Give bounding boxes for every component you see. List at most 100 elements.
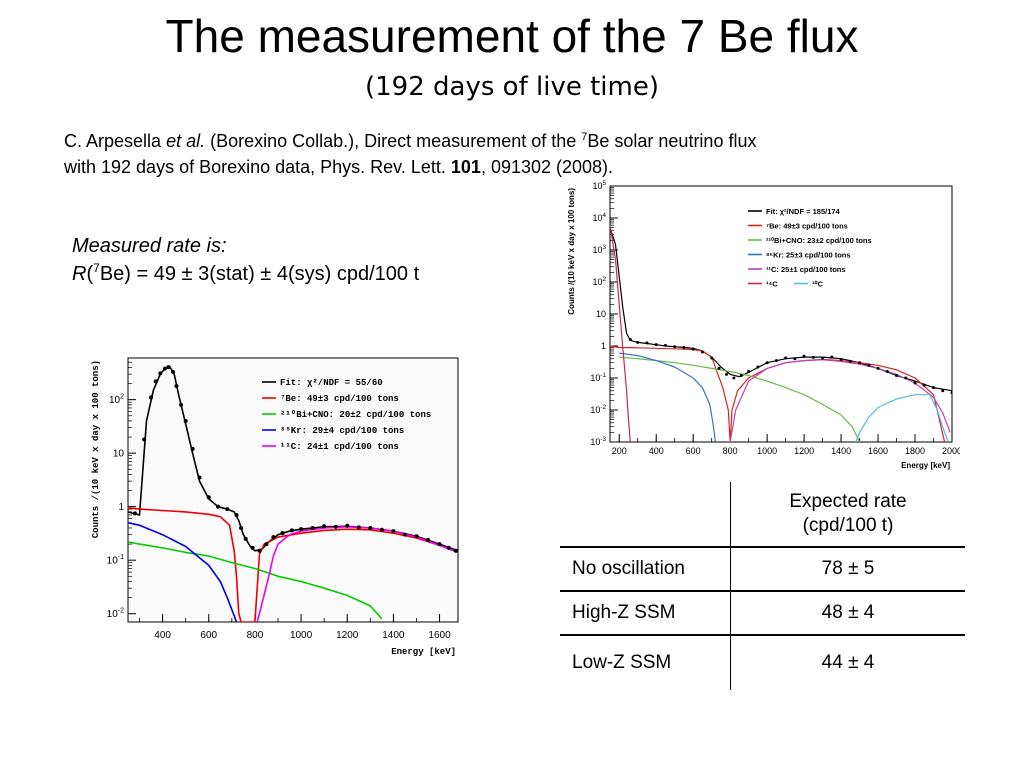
data-point [250, 545, 255, 550]
series-line [128, 541, 383, 620]
data-point [848, 359, 852, 363]
data-point [732, 376, 736, 380]
series-line [610, 345, 946, 442]
data-point [663, 343, 667, 347]
y-tick-exponent: 5 [602, 180, 606, 187]
data-point [257, 548, 262, 553]
legend-entry: ²¹⁰Bi+CNO: 23±2 cpd/100 tons [766, 236, 872, 245]
legend-entry: Fit: χ²/NDF = 185/174 [766, 207, 841, 216]
legend-entry: ⁷Be: 49±3 cpd/100 tons [280, 394, 399, 404]
legend-entry: ¹⁴C [766, 280, 778, 289]
data-point [225, 507, 230, 512]
table-header-empty [560, 482, 731, 547]
table-row-label: Low-Z SSM [572, 652, 672, 673]
reference-collab: (Borexino Collab.), Direct measurement o… [205, 131, 582, 151]
measured-rate: Measured rate is: R(7Be) = 49 ± 3(stat) … [72, 232, 419, 288]
x-tick-label: 2000 [942, 446, 960, 456]
measured-label: Measured rate is: [72, 235, 227, 257]
x-tick-label: 1200 [336, 630, 359, 641]
y-tick-label: 10-2 [107, 608, 124, 621]
reference-pages: , 091302 (2008). [480, 157, 614, 177]
reference-volume: 101 [450, 157, 481, 177]
x-tick-label: 1000 [290, 630, 313, 641]
y-tick-label: 10 [113, 449, 125, 460]
legend-entry: Fit: χ²/NDF = 55/60 [280, 378, 383, 388]
spectrum-plot-192days: 400 600 800 1000 1200 1400 1600 10-2 10-1 1 10 102 E… [91, 357, 459, 657]
y-axis-label: Counts /(10 keV x day x 100 tons) [567, 188, 576, 315]
data-point [239, 525, 244, 530]
data-point [904, 376, 908, 380]
data-point [774, 359, 778, 363]
spectrum-plot-full-range: 200 400 600 800 1000 1200 1400 1600 1800 200010-3… [567, 180, 960, 470]
y-tick-label: 104 [592, 212, 606, 223]
data-point [234, 512, 239, 517]
reference-citation: C. Arpesella et al. (Borexino Collab.), … [64, 128, 964, 180]
data-point [922, 383, 926, 387]
y-tick-exponent: 3 [602, 244, 606, 251]
data-point [747, 369, 751, 373]
data-point [280, 531, 285, 536]
data-point [717, 366, 721, 370]
x-tick-label: 400 [649, 446, 664, 456]
table-row-value: 48 ± 4 [730, 591, 965, 636]
reference-rest: Be solar neutrino flux [587, 131, 757, 151]
table-header-row: Expected rate (cpd/100 t) [560, 482, 965, 547]
x-tick-label: 600 [686, 446, 701, 456]
series-line [619, 356, 861, 442]
data-point [724, 372, 728, 376]
y-tick-exponent: 2 [120, 394, 124, 401]
data-point [153, 379, 158, 384]
data-point [636, 340, 640, 344]
x-axis-label: Energy [keV] [901, 461, 950, 470]
data-point [356, 525, 361, 530]
data-point [885, 369, 889, 373]
data-point [765, 361, 769, 365]
y-tick-label: 10-3 [590, 436, 606, 447]
y-tick-label: 105 [592, 180, 606, 191]
y-tick-label: 10-1 [107, 554, 124, 567]
data-point [682, 345, 686, 349]
data-point [867, 363, 871, 367]
slide-title: The measurement of the 7 Be flux [165, 10, 859, 62]
data-point [784, 356, 788, 360]
data-point [739, 373, 743, 377]
legend-entry: ²¹⁰Bi+CNO: 20±2 cpd/100 tons [280, 410, 431, 420]
data-point [368, 525, 373, 530]
series-line [855, 394, 949, 442]
table-row-value: 78 ± 5 [730, 546, 965, 592]
data-point [811, 355, 815, 359]
data-point [132, 511, 137, 516]
x-tick-label: 1600 [428, 630, 451, 641]
legend-entry: ¹¹C: 24±1 cpd/100 tons [280, 442, 399, 452]
data-point [802, 354, 806, 358]
data-point [830, 355, 834, 359]
x-tick-label: 1000 [757, 446, 777, 456]
data-point [379, 527, 384, 532]
y-tick-exponent: -2 [118, 608, 124, 615]
data-point [793, 357, 797, 361]
reference-etal: et al. [166, 131, 206, 151]
data-point [345, 523, 350, 528]
x-tick-label: 1400 [831, 446, 851, 456]
data-point [821, 356, 825, 360]
data-point [197, 475, 202, 480]
legend-entry: ⁸⁵Kr: 29±4 cpd/100 tons [280, 426, 404, 436]
data-point [858, 361, 862, 365]
table-row: No oscillation 78 ± 5 [560, 546, 965, 592]
table-row-value: 44 ± 4 [730, 635, 965, 690]
data-point [333, 524, 338, 529]
x-tick-label: 600 [200, 630, 217, 641]
data-point [402, 532, 407, 537]
data-point [310, 525, 315, 530]
x-tick-label: 1800 [905, 446, 925, 456]
data-point [895, 373, 899, 377]
data-point [913, 381, 917, 385]
y-tick-label: 10-2 [590, 404, 606, 415]
y-axis-label: Counts /(10 keV x day x 100 tons) [91, 360, 101, 538]
data-point [941, 389, 945, 393]
data-point [391, 529, 396, 534]
data-point [174, 383, 179, 388]
data-point [932, 386, 936, 390]
legend-entry: ¹¹C: 25±1 cpd/100 tons [766, 265, 846, 274]
y-tick-label: 1 [601, 341, 606, 351]
